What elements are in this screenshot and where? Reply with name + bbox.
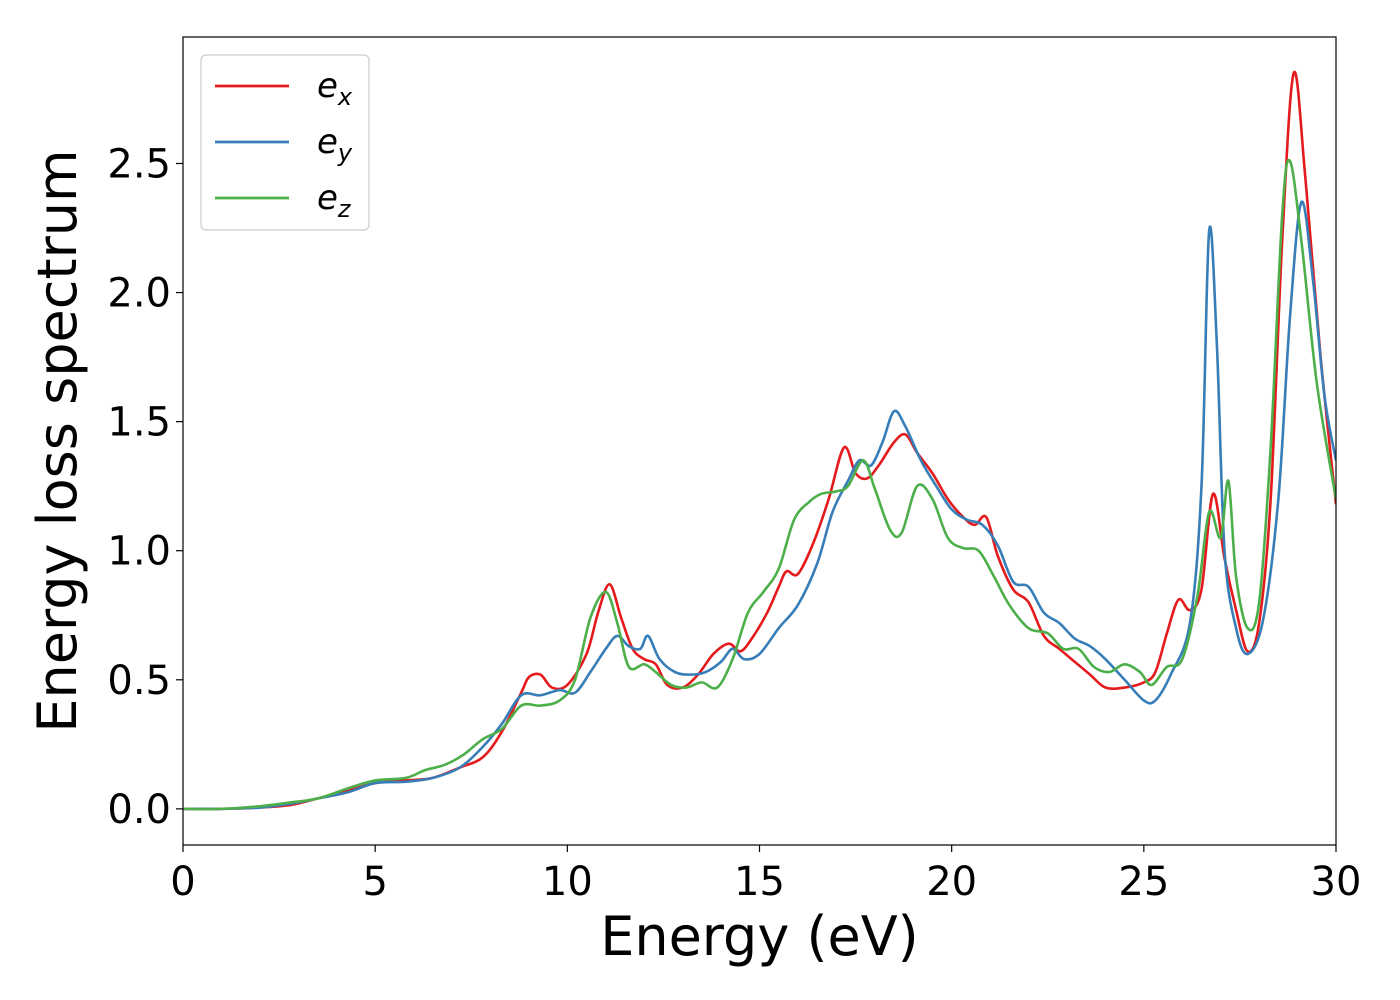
y-tick-label: 0.0: [107, 787, 171, 833]
y-tick-label: 1.0: [107, 529, 171, 575]
series-line-ey: [183, 200, 1336, 811]
y-axis-title: Energy loss spectrum: [26, 149, 89, 732]
series-line-ex: [183, 70, 1336, 811]
x-tick-label: 25: [1118, 859, 1169, 905]
y-tick-label: 1.5: [107, 400, 171, 446]
y-tick-label: 2.5: [107, 141, 171, 187]
x-tick-label: 15: [734, 859, 785, 905]
y-tick-label: 2.0: [107, 271, 171, 317]
x-tick-label: 0: [170, 859, 195, 905]
x-tick-label: 5: [362, 859, 387, 905]
x-tick-label: 10: [542, 859, 593, 905]
series-layer: [183, 70, 1336, 811]
series-line-ez: [183, 158, 1336, 811]
y-axis: 0.0 0.5 1.0 1.5 2.0 2.5: [107, 141, 183, 833]
x-tick-label: 20: [926, 859, 977, 905]
x-axis-title: Energy (eV): [600, 905, 919, 968]
y-tick-label: 0.5: [107, 658, 171, 704]
x-tick-label: 30: [1311, 859, 1362, 905]
x-axis: 0 5 10 15 20 25 30: [170, 845, 1361, 905]
